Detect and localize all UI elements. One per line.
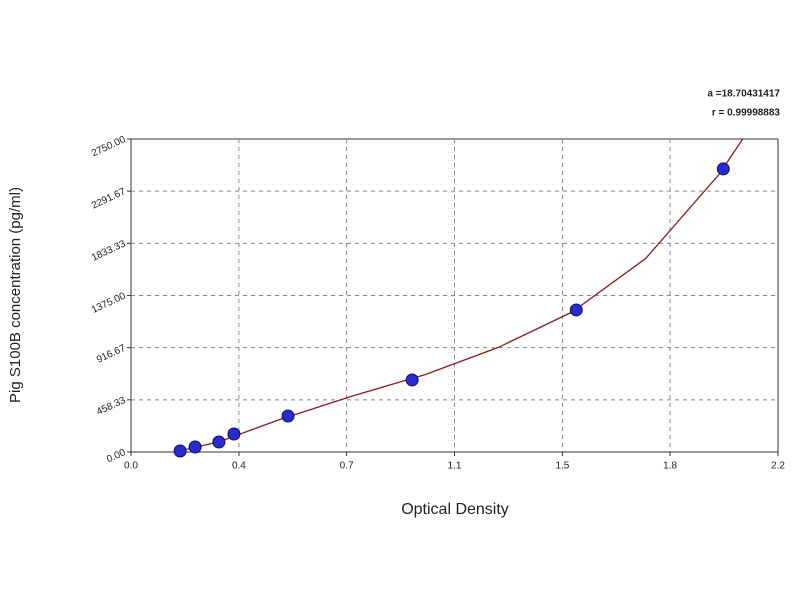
data-point	[188, 440, 202, 454]
y-tick-label: 1833.33	[90, 238, 128, 263]
fit-curve	[174, 138, 744, 453]
data-point	[227, 427, 241, 441]
x-tick-label: 2.2	[771, 461, 785, 472]
data-point	[173, 444, 187, 458]
data-point	[212, 435, 226, 449]
y-tick-label: 2750.00	[90, 134, 128, 159]
x-tick-label: 0.4	[232, 461, 246, 472]
x-tick-label: 1.5	[555, 461, 569, 472]
data-point	[281, 409, 295, 423]
x-tick-label: 0.0	[124, 461, 138, 472]
data-point	[405, 373, 419, 387]
y-tick-label: 458.33	[95, 395, 128, 418]
x-tick-label: 1.8	[663, 461, 677, 472]
y-tick-label: 916.67	[95, 343, 128, 366]
x-axis-title: Optical Density	[401, 501, 509, 518]
x-tick-label: 1.1	[448, 461, 462, 472]
x-tick-label: 0.7	[340, 461, 354, 472]
annotation: r = 0.99998883	[712, 108, 781, 119]
data-point	[569, 303, 583, 317]
y-tick-label: 2291.67	[90, 186, 128, 211]
data-point	[716, 162, 730, 176]
y-tick-label: 1375.00	[90, 290, 128, 315]
annotation: a =18.70431417	[707, 89, 780, 100]
y-axis-title: Pig S100B concentration (pg/ml)	[7, 187, 24, 403]
